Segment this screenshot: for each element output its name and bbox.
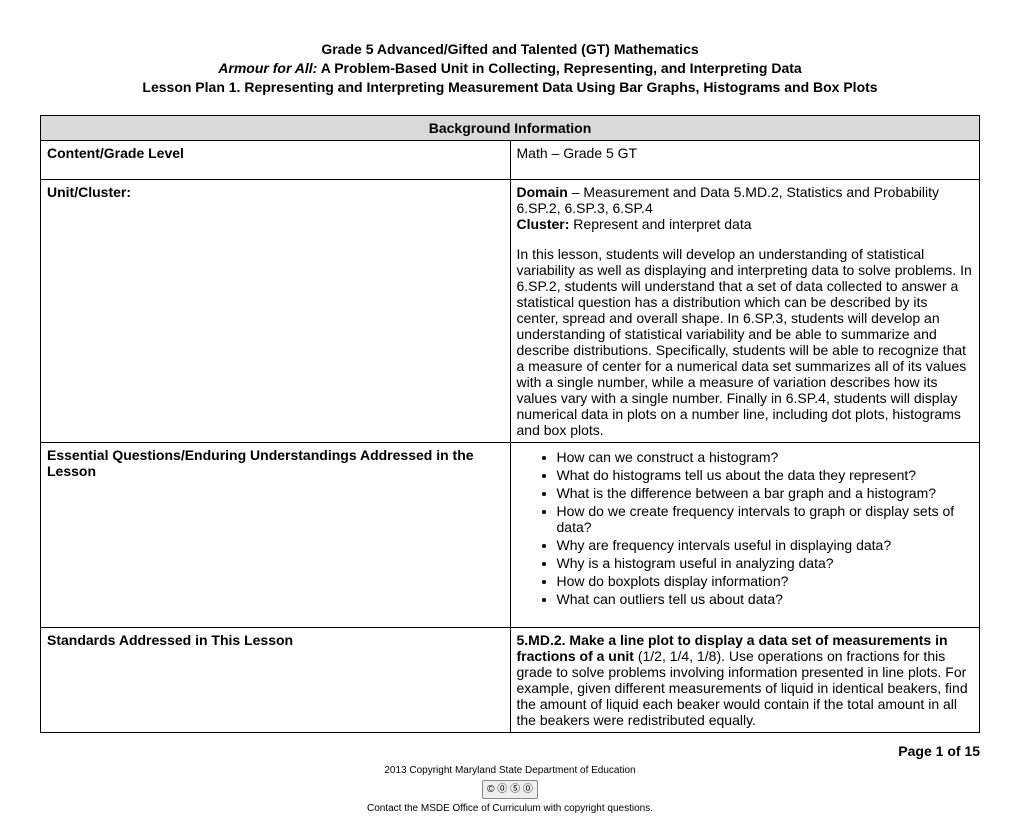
table-row: Standards Addressed in This Lesson 5.MD.… xyxy=(41,627,980,732)
section-header: Background Information xyxy=(41,115,980,140)
content-grade-label: Content/Grade Level xyxy=(41,140,511,179)
content-grade-value: Math – Grade 5 GT xyxy=(510,140,980,179)
list-item: What can outliers tell us about data? xyxy=(557,591,974,607)
header-line1: Grade 5 Advanced/Gifted and Talented (GT… xyxy=(321,41,698,57)
essential-questions-value: How can we construct a histogram? What d… xyxy=(510,442,980,627)
table-row: Essential Questions/Enduring Understandi… xyxy=(41,442,980,627)
standards-label: Standards Addressed in This Lesson xyxy=(41,627,511,732)
header-line2-italic: Armour for All: xyxy=(218,60,317,76)
unit-cluster-label: Unit/Cluster: xyxy=(41,179,511,442)
header-line3: Lesson Plan 1. Representing and Interpre… xyxy=(142,79,877,95)
lesson-plan-table: Background Information Content/Grade Lev… xyxy=(40,115,980,733)
list-item: Why is a histogram useful in analyzing d… xyxy=(557,555,974,571)
standards-value: 5.MD.2. Make a line plot to display a da… xyxy=(510,627,980,732)
list-item: How do boxplots display information? xyxy=(557,573,974,589)
unit-cluster-value: Domain – Measurement and Data 5.MD.2, St… xyxy=(510,179,980,442)
list-item: What is the difference between a bar gra… xyxy=(557,485,974,501)
cc-license-icon: © ⓪ ⑤ ⓪ xyxy=(482,780,538,799)
page-number: Page 1 of 15 xyxy=(40,743,980,759)
list-item: How can we construct a histogram? xyxy=(557,449,974,465)
document-header: Grade 5 Advanced/Gifted and Talented (GT… xyxy=(40,40,980,97)
list-item: Why are frequency intervals useful in di… xyxy=(557,537,974,553)
table-row: Content/Grade Level Math – Grade 5 GT xyxy=(41,140,980,179)
list-item: What do histograms tell us about the dat… xyxy=(557,467,974,483)
essential-questions-label: Essential Questions/Enduring Understandi… xyxy=(41,442,511,627)
header-line2-rest: A Problem-Based Unit in Collecting, Repr… xyxy=(317,60,801,76)
copyright-line2: Contact the MSDE Office of Curriculum wi… xyxy=(367,803,653,814)
copyright-block: 2013 Copyright Maryland State Department… xyxy=(40,763,980,816)
essential-questions-list: How can we construct a histogram? What d… xyxy=(517,449,974,607)
list-item: How do we create frequency intervals to … xyxy=(557,503,974,535)
table-row: Unit/Cluster: Domain – Measurement and D… xyxy=(41,179,980,442)
copyright-line1: 2013 Copyright Maryland State Department… xyxy=(384,765,635,776)
